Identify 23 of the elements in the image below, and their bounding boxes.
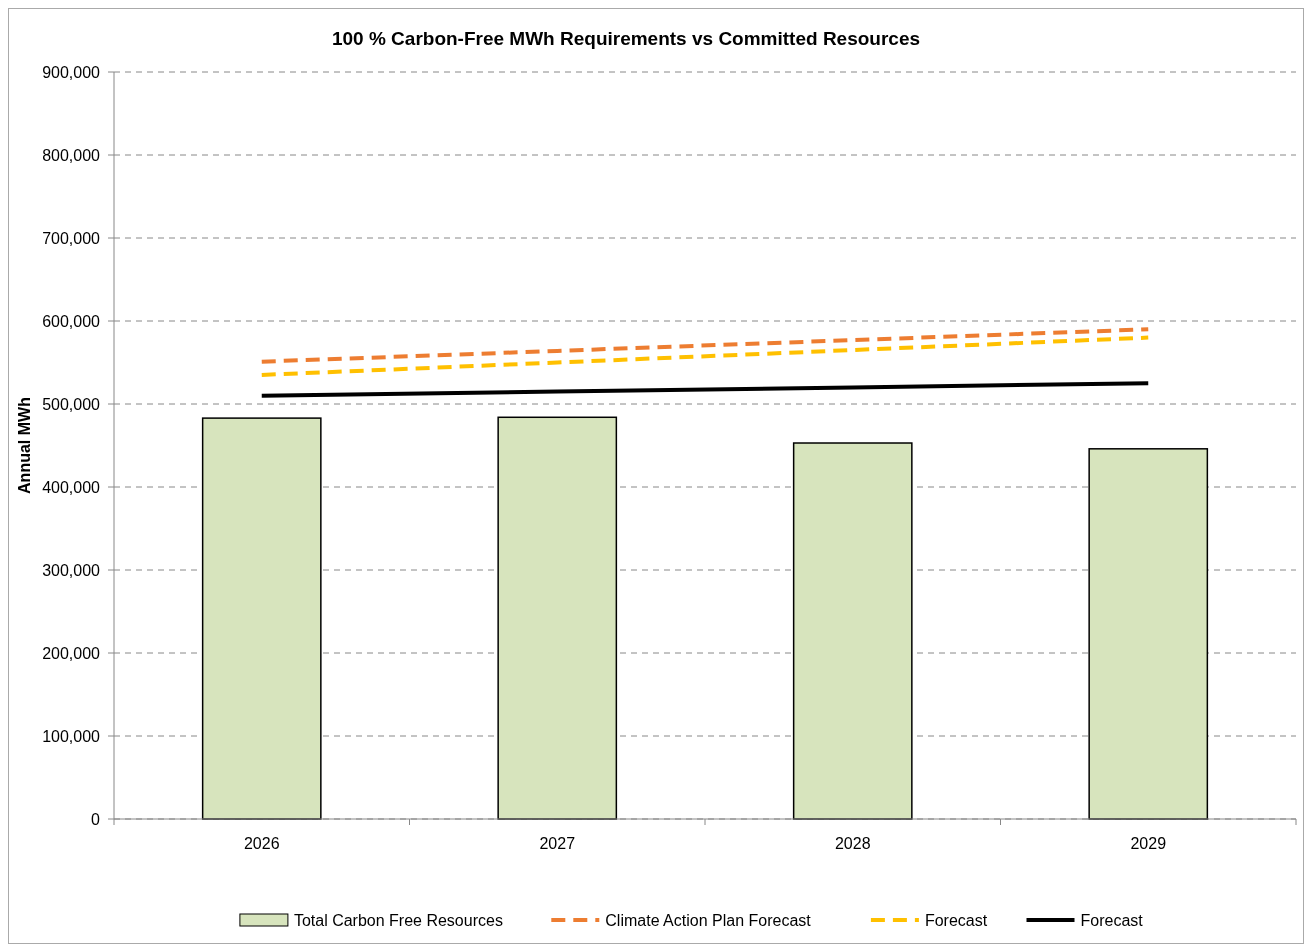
legend-label: Climate Action Plan Forecast	[605, 911, 812, 929]
x-tick-label: 2027	[539, 835, 576, 852]
legend-label: Forecast	[924, 911, 988, 929]
chart-title: 100 % Carbon-Free MWh Requirements vs Committed Resources	[331, 28, 921, 49]
x-tick-label: 2029	[1130, 835, 1167, 852]
y-tick-label: 700,000	[42, 229, 101, 247]
y-tick-label: 200,000	[42, 644, 101, 662]
legend-label: Forecast	[1080, 911, 1144, 929]
x-tick-label: 2026	[243, 835, 280, 852]
line-series	[259, 327, 1151, 364]
y-axis-title: Annual MWh	[16, 397, 33, 494]
line-series	[259, 381, 1151, 398]
y-tick-label: 400,000	[42, 478, 101, 496]
y-tick-label: 0	[91, 810, 101, 828]
legend-label: Total Carbon Free Resources	[293, 911, 503, 929]
line-series	[259, 335, 1151, 377]
y-tick-label: 500,000	[42, 395, 101, 413]
y-tick-label: 800,000	[42, 146, 101, 164]
y-tick-label: 100,000	[42, 727, 101, 745]
y-tick-label: 300,000	[42, 561, 101, 579]
y-tick-label: 900,000	[42, 63, 101, 81]
x-tick-label: 2028	[834, 835, 871, 852]
y-tick-label: 600,000	[42, 312, 101, 330]
